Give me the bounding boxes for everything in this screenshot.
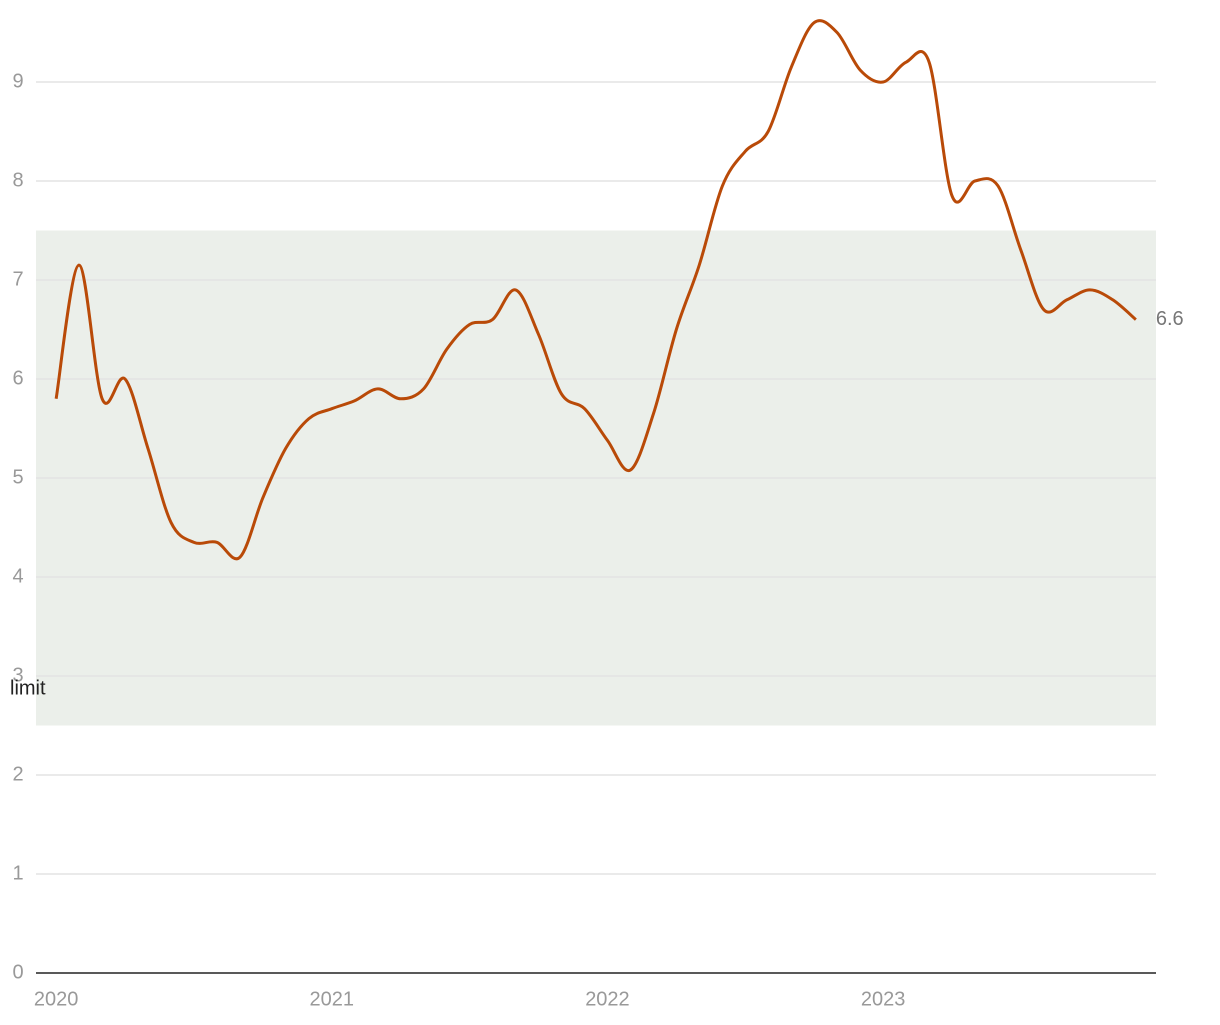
- y-tick-label: 6: [12, 367, 23, 389]
- y-tick-label: 7: [12, 268, 23, 290]
- y-tick-label: 1: [12, 862, 23, 884]
- y-tick-label: 0: [12, 961, 23, 983]
- y-tick-label: 3: [12, 664, 23, 686]
- band-label: limit: [10, 677, 46, 699]
- y-tick-label: 8: [12, 169, 23, 191]
- x-tick-label: 2022: [585, 988, 630, 1010]
- y-tick-label: 9: [12, 70, 23, 92]
- x-tick-label: 2020: [34, 988, 79, 1010]
- x-tick-label: 2021: [310, 988, 355, 1010]
- y-tick-label: 5: [12, 466, 23, 488]
- x-tick-label: 2023: [861, 988, 906, 1010]
- y-tick-label: 4: [12, 565, 23, 587]
- line: [54, 19, 1137, 561]
- end-label: 6.6: [1156, 308, 1184, 330]
- y-tick-label: 2: [12, 763, 23, 785]
